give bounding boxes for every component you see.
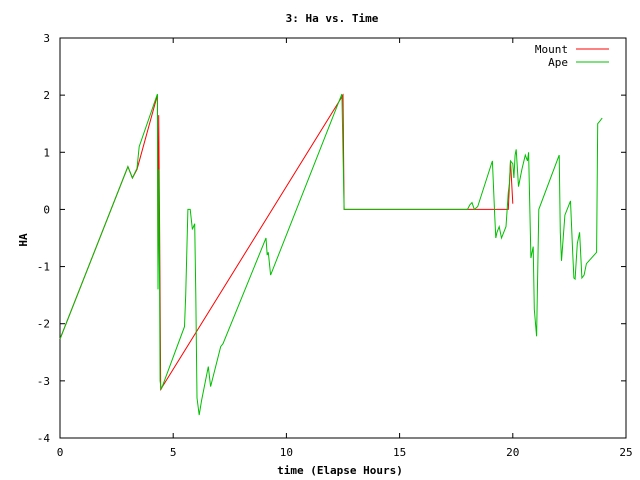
x-tick-label: 10 (280, 446, 293, 459)
y-tick-label: 0 (43, 203, 50, 216)
series-layer (59, 93, 603, 416)
x-axis: 0 5 10 15 20 25 (57, 38, 633, 459)
series-line-ape (59, 93, 603, 416)
y-tick-label: -2 (37, 318, 50, 331)
legend-label-ape: Ape (548, 56, 568, 69)
series-line-mount (59, 93, 514, 392)
y-tick-label: -1 (37, 261, 50, 274)
y-tick-label: -3 (37, 375, 50, 388)
x-tick-label: 5 (170, 446, 177, 459)
y-tick-label: 3 (43, 32, 50, 45)
legend-label-mount: Mount (535, 43, 568, 56)
y-tick-label: 1 (43, 146, 50, 159)
x-tick-label: 0 (57, 446, 64, 459)
chart-title: 3: Ha vs. Time (286, 12, 379, 25)
plot-frame (59, 37, 627, 439)
x-tick-label: 25 (619, 446, 632, 459)
y-tick-label: -4 (37, 432, 51, 445)
y-tick-label: 2 (43, 89, 50, 102)
y-axis: -4 -3 -2 -1 0 1 2 3 (37, 32, 626, 445)
x-axis-label: time (Elapse Hours) (277, 464, 403, 477)
x-tick-label: 20 (506, 446, 519, 459)
x-tick-label: 15 (393, 446, 406, 459)
y-axis-label: HA (17, 233, 30, 247)
